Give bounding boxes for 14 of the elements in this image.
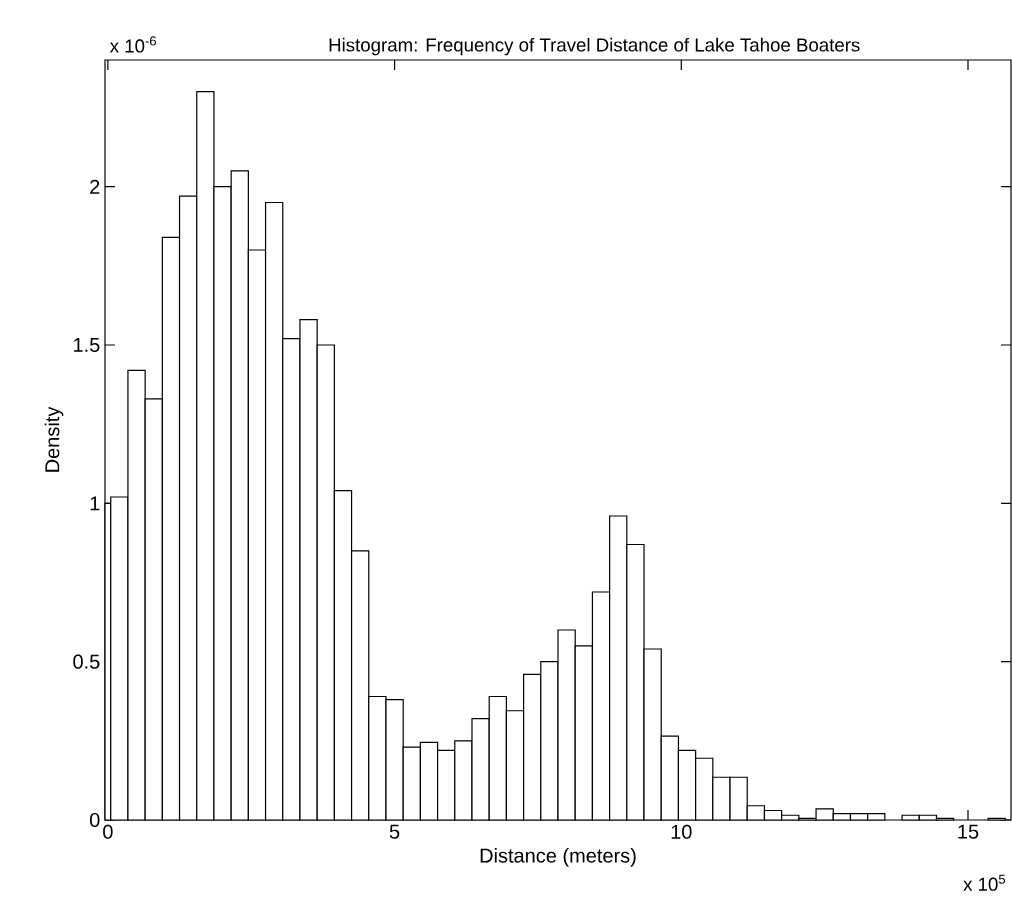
y-tick-label: 1: [90, 496, 100, 511]
y-tick-label: 0.5: [73, 654, 100, 669]
text: x 10$^{-6}$: [109, 36, 157, 53]
text: x 10$^{5}$: [963, 874, 1006, 891]
y-tick-label: 2: [90, 179, 100, 194]
y-tick-label: 1.5: [74, 338, 100, 352]
chart-title: Histogram: Frequency of Travel Distance of Lake Tahoe Boaters: [329, 37, 860, 56]
x-tick-label: 15: [958, 824, 979, 839]
x-axis-title: Distance (meters): [480, 848, 636, 867]
x-tick-label: 10: [671, 824, 692, 839]
y-tick-label: 0: [89, 812, 100, 828]
y-axis-title: Density: [44, 406, 64, 472]
x-tick-label: 5: [389, 824, 400, 839]
x-tick-label: 0: [103, 824, 113, 839]
